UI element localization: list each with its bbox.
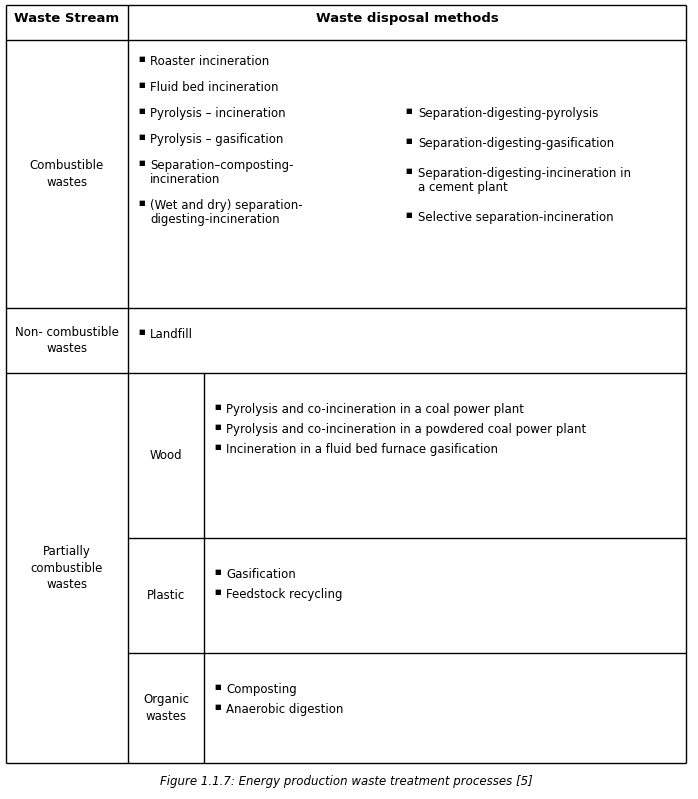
Text: ■: ■ [138,82,144,88]
Text: ■: ■ [138,56,144,62]
Text: ■: ■ [138,160,144,166]
Text: digesting-incineration: digesting-incineration [150,213,280,226]
Text: Pyrolysis and co-incineration in a coal power plant: Pyrolysis and co-incineration in a coal … [226,403,524,416]
Text: ■: ■ [214,704,221,710]
Text: ■: ■ [406,138,413,144]
Text: ■: ■ [138,200,144,206]
Text: Pyrolysis – gasification: Pyrolysis – gasification [150,133,283,146]
Text: ■: ■ [406,168,413,174]
Text: Pyrolysis and co-incineration in a powdered coal power plant: Pyrolysis and co-incineration in a powde… [226,423,586,436]
Text: Separation-digesting-pyrolysis: Separation-digesting-pyrolysis [418,107,598,120]
Text: Separation-digesting-incineration in: Separation-digesting-incineration in [418,167,631,180]
Text: ■: ■ [138,329,144,335]
Text: ■: ■ [406,108,413,114]
Text: Separation-digesting-gasification: Separation-digesting-gasification [418,137,614,150]
Text: ■: ■ [214,424,221,430]
Text: Organic
wastes: Organic wastes [143,693,189,723]
Text: Separation–composting-: Separation–composting- [150,159,293,172]
Text: ■: ■ [214,684,221,690]
Text: Fluid bed incineration: Fluid bed incineration [150,81,279,94]
Text: Figure 1.1.7: Energy production waste treatment processes [5]: Figure 1.1.7: Energy production waste tr… [160,775,533,788]
Text: Roaster incineration: Roaster incineration [150,55,269,68]
Text: ■: ■ [214,404,221,410]
Text: ■: ■ [138,134,144,140]
Text: ■: ■ [214,444,221,450]
Text: ■: ■ [214,589,221,595]
Text: Partially
combustible
wastes: Partially combustible wastes [31,544,103,591]
Text: Combustible
wastes: Combustible wastes [30,159,104,189]
Text: Anaerobic digestion: Anaerobic digestion [226,703,343,716]
Text: Composting: Composting [226,683,297,696]
Text: Waste Stream: Waste Stream [15,12,119,25]
Text: Gasification: Gasification [226,568,296,581]
Text: (Wet and dry) separation-: (Wet and dry) separation- [150,199,303,212]
Text: Feedstock recycling: Feedstock recycling [226,588,343,601]
Text: incineration: incineration [150,173,221,186]
Text: Selective separation-incineration: Selective separation-incineration [418,211,614,224]
Text: ■: ■ [406,212,413,218]
Text: ■: ■ [138,108,144,114]
Text: ■: ■ [214,569,221,575]
Text: Waste disposal methods: Waste disposal methods [315,12,498,25]
Text: a cement plant: a cement plant [418,181,507,194]
Text: Non- combustible
wastes: Non- combustible wastes [15,325,119,356]
Text: Incineration in a fluid bed furnace gasification: Incineration in a fluid bed furnace gasi… [226,443,498,456]
Text: Plastic: Plastic [147,589,185,602]
Text: Wood: Wood [149,449,182,462]
Text: Pyrolysis – incineration: Pyrolysis – incineration [150,107,285,120]
Text: Landfill: Landfill [150,328,193,341]
